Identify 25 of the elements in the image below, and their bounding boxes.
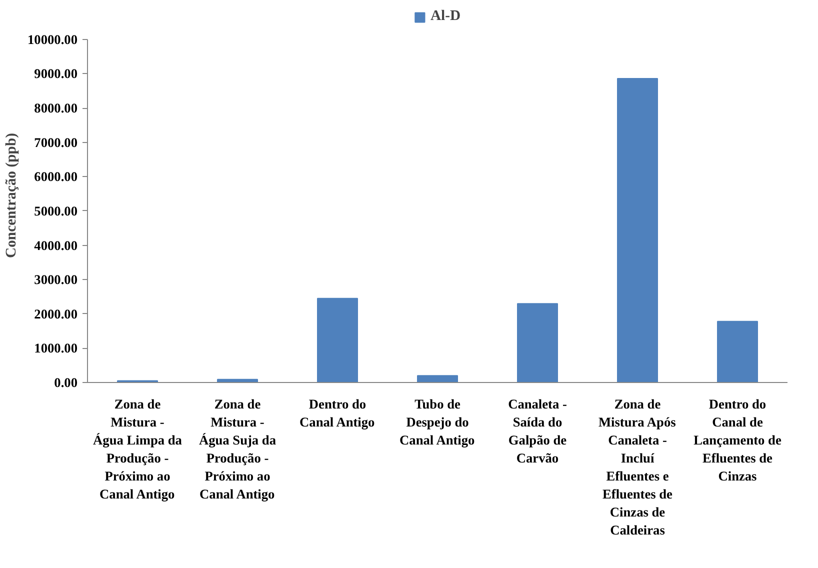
- y-tick-label: 7000.00: [34, 134, 78, 150]
- bar: [717, 320, 758, 382]
- y-tick-label: 1000.00: [34, 340, 78, 356]
- bar: [317, 298, 358, 382]
- y-tick-label: 10000.00: [28, 32, 78, 47]
- x-tick-label: Canaleta - Saída do Galpão de Carvão: [508, 396, 567, 466]
- x-tick-label: Tubo de Despejo do Canal Antigo: [400, 396, 476, 448]
- y-tick-label: 8000.00: [34, 100, 78, 116]
- bar: [517, 303, 558, 382]
- x-tick-label: Zona de Mistura Após Canaleta - Incluí Efluentes e Efluentes de Cinzas de Caldeiras: [598, 396, 676, 538]
- y-tick-label: 6000.00: [34, 169, 78, 184]
- x-tick-label: Dentro do Canal Antigo: [300, 396, 376, 430]
- x-tick-label: Zona de Mistura - Água Limpa da Produção - Próximo ao Canal Antigo: [93, 396, 182, 502]
- legend-label: Al-D: [430, 8, 461, 25]
- bar: [617, 78, 658, 382]
- y-tick-label: 2000.00: [34, 306, 78, 322]
- y-tick-label: 3000.00: [34, 272, 78, 288]
- x-tick-label: Dentro do Canal de Lançamento de Efluentes de Cinzas: [694, 396, 782, 484]
- y-axis-title: Concentração (ppb): [4, 132, 20, 258]
- x-tick-label: Zona de Mistura - Água Suja da Produção - Próximo ao Canal Antigo: [198, 396, 276, 502]
- y-tick-label: 5000.00: [34, 203, 78, 218]
- y-tick-label: 9000.00: [34, 66, 78, 82]
- y-tick-label: 4000.00: [34, 238, 78, 253]
- y-tick-label: 0.00: [54, 375, 78, 390]
- bar: [417, 375, 458, 382]
